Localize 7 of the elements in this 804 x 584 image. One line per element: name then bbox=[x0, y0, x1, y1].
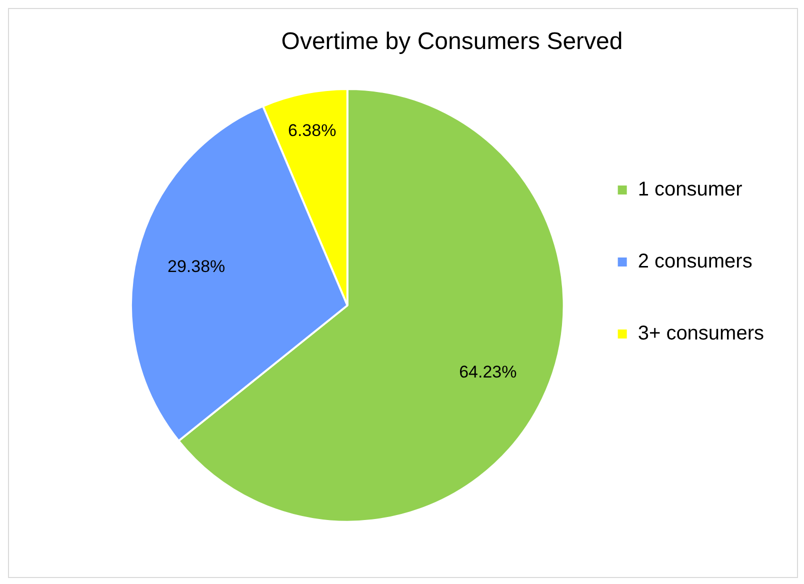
data-label: 64.23% bbox=[459, 362, 517, 382]
legend-label: 3+ consumers bbox=[638, 322, 764, 345]
legend-label: 2 consumers bbox=[638, 250, 752, 273]
data-label: 6.38% bbox=[288, 121, 336, 140]
chart-title: Overtime by Consumers Served bbox=[281, 28, 623, 56]
data-label: 29.38% bbox=[167, 257, 226, 276]
legend-label: 1 consumer bbox=[638, 178, 743, 201]
